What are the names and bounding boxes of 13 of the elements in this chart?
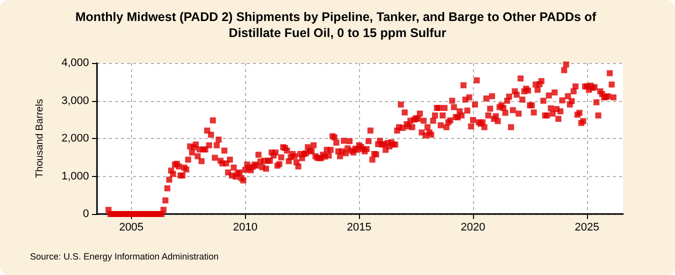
- x-tick-label: 2015: [346, 222, 372, 234]
- y-tick-label: 4,000: [61, 57, 89, 69]
- y-axis-title: Thousand Barrels: [34, 99, 46, 178]
- y-tick-label: 1,000: [61, 170, 89, 182]
- source-note: Source: U.S. Energy Information Administration: [30, 252, 219, 262]
- y-tick-label: 2,000: [61, 132, 89, 144]
- x-tick-label: 2005: [119, 222, 144, 234]
- y-tick-label: 3,000: [61, 94, 89, 107]
- x-tick-label: 2010: [232, 222, 258, 234]
- y-tick-label: 0: [82, 208, 89, 220]
- x-tick-label: 2025: [574, 222, 600, 234]
- chart-title: Monthly Midwest (PADD 2) Shipments by Pipeline, Tanker, and Barge to Other PADDs of Distillate Fuel Oil, 0 to 15 ppm Sulfur: [75, 10, 600, 40]
- x-tick-label: 2020: [460, 222, 486, 234]
